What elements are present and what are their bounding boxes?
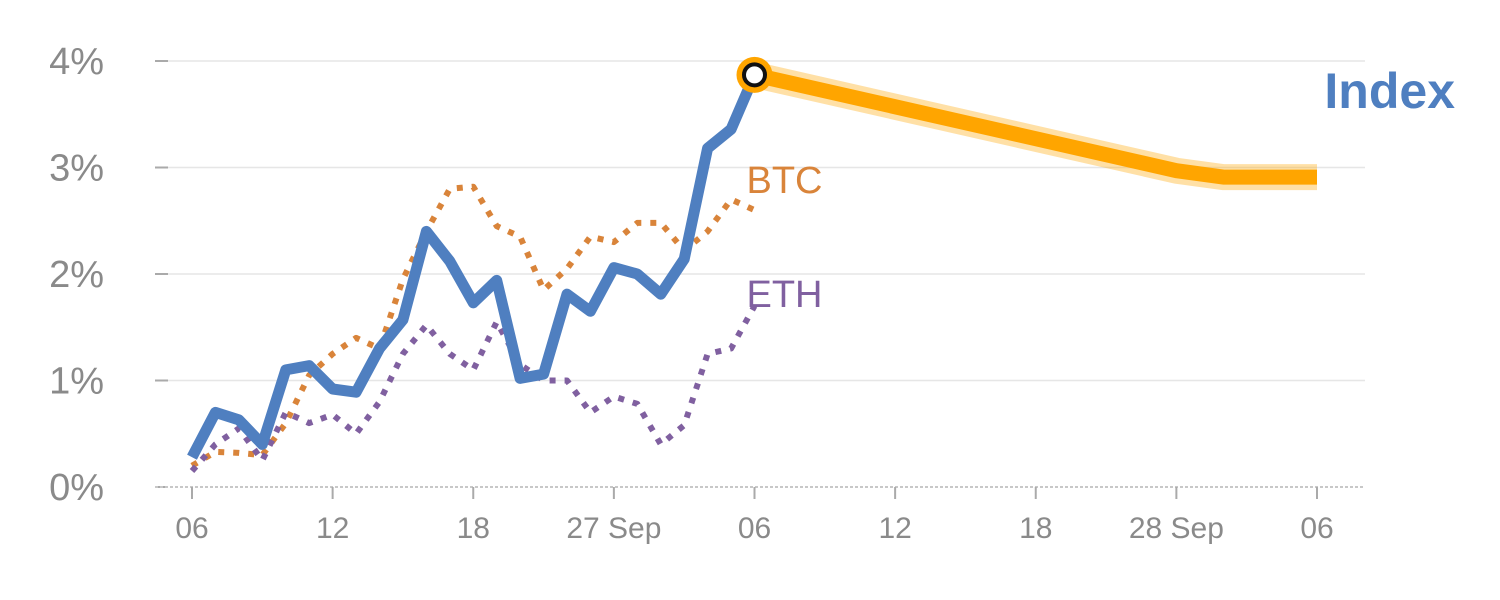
series-label-eth: ETH xyxy=(747,274,823,316)
gridlines xyxy=(155,60,1365,382)
y-tick-label: 2% xyxy=(49,254,104,296)
x-tick-label: 06 xyxy=(738,512,771,545)
x-tick-label: 27 Sep xyxy=(566,512,661,545)
series-label-index: Index xyxy=(1324,63,1455,119)
y-tick-label: 1% xyxy=(49,361,104,403)
y-tick-label: 3% xyxy=(49,148,104,190)
series-line-index xyxy=(187,72,760,460)
x-tick-label: 12 xyxy=(878,512,911,545)
series-lines xyxy=(187,62,1317,473)
x-tick-label: 12 xyxy=(316,512,349,545)
x-tick-label: 18 xyxy=(1019,512,1052,545)
y-tick-label: 0% xyxy=(49,467,104,509)
series-label-btc: BTC xyxy=(747,160,823,202)
y-tick-label: 4% xyxy=(49,41,104,83)
series-line-btc xyxy=(190,183,756,469)
series-labels: BTC ETH Index xyxy=(747,63,1456,316)
y-axis: 0% 1% 2% 3% 4% xyxy=(49,41,168,509)
series-line-index-forecast xyxy=(752,67,1317,185)
x-tick-label: 18 xyxy=(457,512,490,545)
x-tick-label: 06 xyxy=(1300,512,1333,545)
current-point-marker-group xyxy=(736,56,773,93)
x-tick-label: 28 Sep xyxy=(1129,512,1224,545)
x-tick-label: 06 xyxy=(175,512,208,545)
x-axis: 06 12 18 27 Sep 06 12 18 28 Sep 06 xyxy=(155,486,1365,545)
current-point-marker xyxy=(742,62,767,88)
